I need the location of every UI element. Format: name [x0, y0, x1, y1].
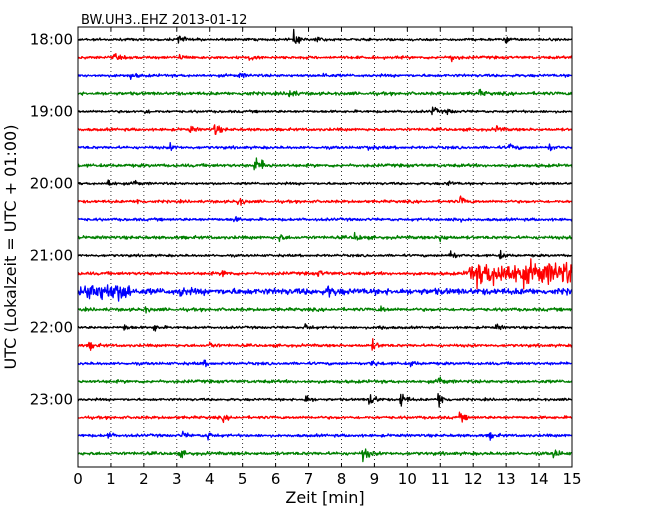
x-tick-label: 3: [172, 470, 182, 488]
x-tick-label: 0: [73, 470, 83, 488]
x-tick-label: 9: [370, 470, 380, 488]
trace-layer: [77, 28, 573, 463]
x-axis-label: Zeit [min]: [285, 488, 364, 507]
grid-layer: [110, 27, 540, 467]
seismogram-trace: [77, 284, 573, 302]
x-tick-label: 6: [271, 470, 281, 488]
x-tick-label: 5: [238, 470, 248, 488]
seismogram-trace: [77, 195, 573, 206]
x-tick-label: 1: [106, 470, 116, 488]
x-tick-label: 12: [464, 470, 483, 488]
seismogram-trace: [77, 392, 573, 408]
seismogram-trace: [77, 430, 573, 441]
seismogram-trace: [77, 305, 573, 314]
x-tick-label: 14: [530, 470, 549, 488]
y-tick-label: 23:00: [30, 391, 73, 409]
x-tick-label: 2: [139, 470, 149, 488]
x-tick-label: 10: [398, 470, 417, 488]
seismogram-trace: [77, 338, 573, 351]
seismogram-trace: [77, 179, 573, 186]
chart-title: BW.UH3..EHZ 2013-01-12: [81, 13, 247, 28]
x-tick-label: 4: [205, 470, 215, 488]
seismogram-trace: [77, 323, 573, 332]
plot-frame: [77, 26, 573, 468]
y-tick-label: 18:00: [30, 31, 73, 49]
axis-layer: 0 1 2 3 4 5 6 7 8 9 10 11 12 13 14 1518:0019:0020:0021:…: [30, 27, 582, 488]
y-tick-label: 22:00: [30, 319, 73, 337]
y-axis-label: UTC (Lokalzeit = UTC + 01:00): [1, 125, 20, 370]
seismogram-trace: [77, 258, 573, 290]
seismogram-trace: [77, 141, 573, 152]
x-tick-label: 11: [431, 470, 450, 488]
seismogram-trace: [77, 106, 573, 116]
y-tick-label: 19:00: [30, 103, 73, 121]
seismogram-trace: [77, 215, 573, 223]
y-tick-label: 21:00: [30, 247, 73, 265]
seismogram-trace: [77, 448, 573, 463]
x-tick-label: 13: [497, 470, 516, 488]
seismogram-trace: [77, 231, 573, 243]
seismogram-trace: [77, 72, 573, 81]
x-tick-label: 8: [337, 470, 347, 488]
seismogram-trace: [77, 53, 573, 63]
y-tick-label: 20:00: [30, 175, 73, 193]
x-tick-label: 15: [562, 470, 581, 488]
x-tick-label: 7: [304, 470, 314, 488]
seismogram-trace: [77, 376, 573, 385]
seismogram-trace: [77, 88, 573, 98]
seismogram-trace: [77, 249, 573, 260]
seismogram-trace: [77, 28, 573, 44]
seismogram-trace: [77, 411, 573, 424]
seismogram-trace: [77, 157, 573, 171]
seismogram-trace: [77, 124, 573, 135]
seismogram-trace: [77, 359, 573, 368]
